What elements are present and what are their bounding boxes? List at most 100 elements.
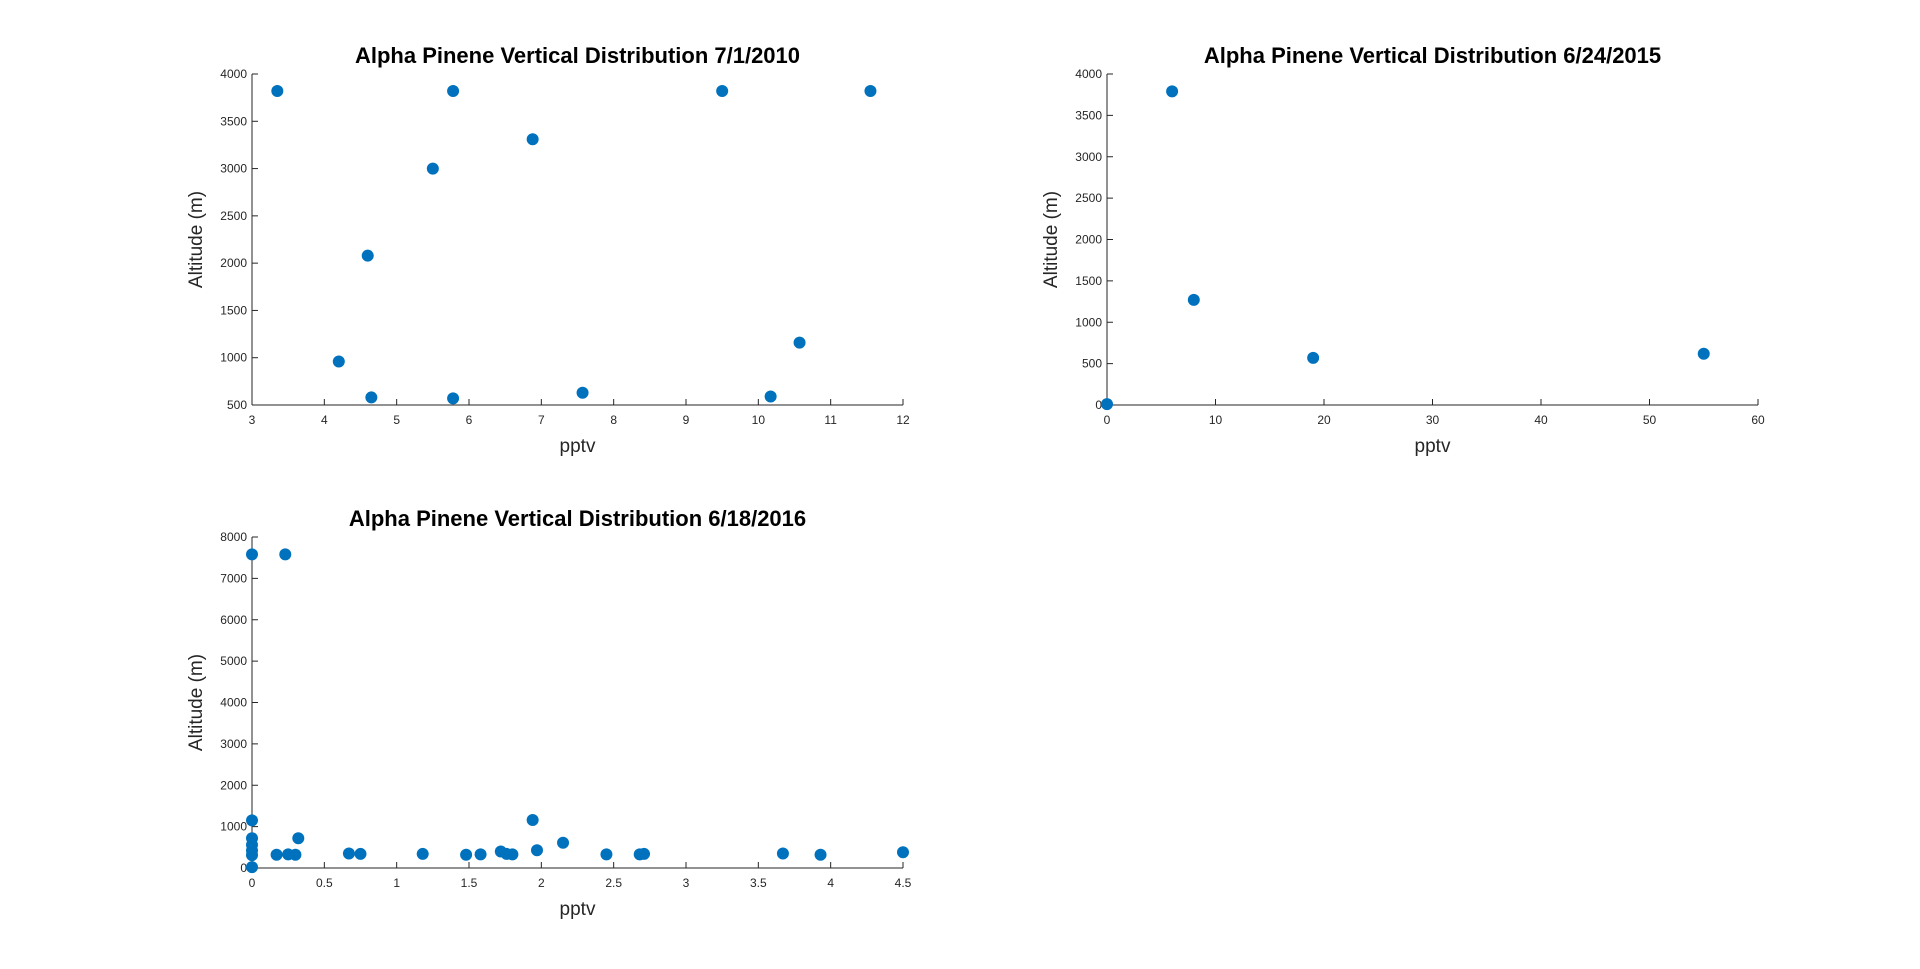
x-tick-label: 6 (466, 413, 473, 427)
chart-title: Alpha Pinene Vertical Distribution 6/24/… (1204, 43, 1661, 68)
x-tick-label: 3.5 (750, 876, 767, 890)
y-tick-label: 7000 (220, 571, 247, 585)
x-tick-label: 8 (610, 413, 617, 427)
data-point (1307, 351, 1320, 364)
y-tick-label: 2500 (1075, 191, 1102, 205)
data-point (365, 391, 378, 404)
data-point (526, 133, 539, 146)
x-tick-label: 11 (824, 413, 837, 427)
data-point (557, 836, 570, 849)
y-tick-label: 6000 (220, 613, 247, 627)
data-point (246, 814, 258, 827)
y-tick-label: 4000 (220, 67, 247, 81)
x-tick-label: 3 (249, 413, 256, 427)
data-point (530, 844, 543, 857)
data-point (776, 847, 789, 860)
y-tick-label: 5000 (220, 654, 247, 668)
x-axis-label: pptv (560, 436, 596, 457)
y-tick-label: 3500 (1075, 108, 1102, 122)
data-point (289, 848, 302, 861)
x-tick-label: 1 (393, 876, 400, 890)
data-point (576, 386, 589, 399)
y-tick-label: 3000 (220, 162, 247, 176)
data-point (474, 848, 487, 861)
data-point (1187, 293, 1200, 306)
y-tick-label: 3500 (220, 114, 247, 128)
data-point (426, 162, 439, 175)
data-point (526, 814, 539, 827)
y-tick-label: 2000 (220, 778, 247, 792)
y-tick-label: 0 (240, 861, 247, 875)
y-tick-label: 500 (1082, 357, 1102, 371)
data-point (292, 832, 305, 845)
y-axis-label: Altitude (m) (1041, 191, 1062, 288)
data-point (246, 849, 258, 862)
data-point (764, 390, 777, 403)
y-tick-label: 3000 (1075, 150, 1102, 164)
data-point (1166, 85, 1179, 98)
y-tick-label: 1500 (1075, 274, 1102, 288)
y-tick-label: 0 (1095, 398, 1102, 412)
x-tick-label: 4 (827, 876, 834, 890)
data-point (638, 847, 651, 860)
x-tick-label: 2.5 (605, 876, 622, 890)
y-tick-label: 4000 (1075, 67, 1102, 81)
y-axis-label: Altitude (m) (186, 654, 207, 751)
x-tick-label: 1.5 (461, 876, 478, 890)
plot-1: 3 4 5 6 7 8 9 10 11 12 500 1000 1500 2000 2500 3000 3500… (186, 43, 910, 457)
x-tick-label: 0.5 (316, 876, 333, 890)
data-point (864, 85, 877, 98)
x-tick-label: 7 (538, 413, 545, 427)
y-tick-label: 1000 (220, 820, 247, 834)
data-point (270, 848, 283, 861)
x-tick-label: 60 (1751, 413, 1765, 427)
data-point (361, 249, 374, 262)
x-tick-label: 40 (1534, 413, 1548, 427)
y-tick-label: 1000 (220, 351, 247, 365)
data-point (246, 548, 258, 561)
x-tick-label: 10 (752, 413, 766, 427)
plot-2: 0 10 20 30 40 50 60 0 500 1000 1500 2000 2500 3000 350… (1041, 43, 1765, 457)
x-tick-label: 2 (538, 876, 545, 890)
chart-title: Alpha Pinene Vertical Distribution 6/18/… (349, 506, 806, 531)
x-tick-label: 20 (1317, 413, 1331, 427)
y-axis-label: Altitude (m) (186, 191, 207, 288)
data-point (814, 848, 827, 861)
x-tick-label: 9 (683, 413, 690, 427)
data-point (342, 847, 355, 860)
x-tick-label: 10 (1209, 413, 1223, 427)
data-point (793, 336, 806, 349)
data-point (416, 847, 429, 860)
data-series (271, 85, 877, 405)
data-point (279, 548, 292, 561)
chart-title: Alpha Pinene Vertical Distribution 7/1/2… (355, 43, 800, 68)
x-tick-label: 0 (1104, 413, 1111, 427)
y-tick-label: 3000 (220, 737, 247, 751)
y-tick-label: 8000 (220, 530, 247, 544)
data-point (600, 848, 613, 861)
x-tick-label: 50 (1643, 413, 1657, 427)
x-axis-label: pptv (1415, 436, 1451, 457)
x-tick-label: 0 (249, 876, 256, 890)
x-tick-label: 12 (896, 413, 910, 427)
x-tick-label: 30 (1426, 413, 1440, 427)
data-point (1101, 398, 1113, 411)
data-point (354, 847, 367, 860)
y-tick-label: 1000 (1075, 315, 1102, 329)
data-point (460, 848, 473, 861)
x-tick-label: 5 (393, 413, 400, 427)
y-tick-label: 2500 (220, 209, 247, 223)
y-tick-label: 2000 (220, 256, 247, 270)
data-point (897, 846, 909, 859)
data-point (506, 848, 519, 861)
data-series (246, 548, 909, 874)
data-series (1101, 85, 1710, 411)
data-point (246, 861, 258, 874)
y-tick-label: 2000 (1075, 233, 1102, 247)
data-point (716, 85, 729, 98)
y-tick-label: 4000 (220, 696, 247, 710)
x-tick-label: 3 (683, 876, 690, 890)
x-axis-label: pptv (560, 899, 596, 920)
